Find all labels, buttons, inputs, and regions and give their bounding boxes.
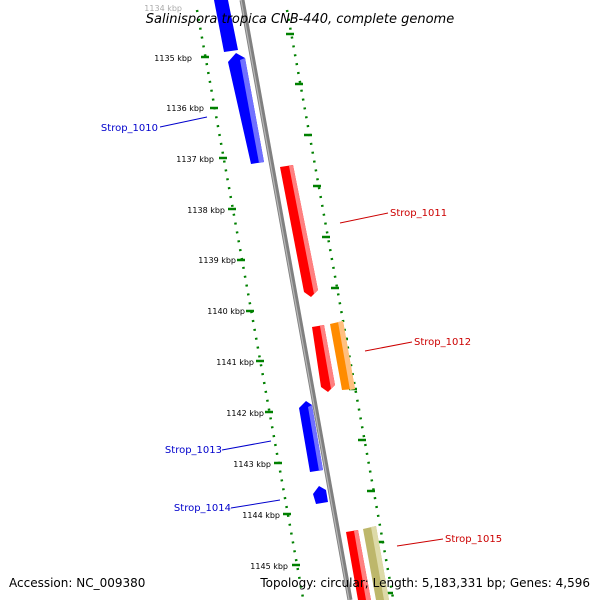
gene-label-strop-1010[interactable]: Strop_1010 <box>101 123 158 134</box>
accession-text: Accession: NC_009380 <box>9 576 145 590</box>
gene-label-strop-1014[interactable]: Strop_1014 <box>174 503 231 514</box>
gene-label-strop-1011[interactable]: Strop_1011 <box>390 208 447 219</box>
leader-strop-1012 <box>364 341 413 352</box>
kbp-label-1134: 1134 kbp <box>144 4 182 13</box>
gene-label-strop-1015[interactable]: Strop_1015 <box>445 534 502 545</box>
right-tick-track <box>285 9 395 599</box>
leader-strop-1011 <box>339 212 389 224</box>
kbp-label-1138: 1138 kbp <box>187 206 225 215</box>
kbp-label-1141: 1141 kbp <box>216 358 254 367</box>
leader-strop-1010 <box>159 116 208 128</box>
genome-summary-text: Topology: circular; Length: 5,183,331 bp… <box>259 576 590 590</box>
kbp-label-1143: 1143 kbp <box>233 460 271 469</box>
gene-label-strop-1012[interactable]: Strop_1012 <box>414 337 471 348</box>
left-major-ticks <box>201 55 300 567</box>
kbp-label-1136: 1136 kbp <box>166 104 204 113</box>
kbp-label-1145: 1145 kbp <box>250 562 288 571</box>
kbp-label-1142: 1142 kbp <box>226 409 264 418</box>
kbp-label-1140: 1140 kbp <box>207 307 245 316</box>
gene-label-strop-1013[interactable]: Strop_1013 <box>165 445 222 456</box>
right-major-ticks <box>286 32 393 595</box>
leader-strop-1015 <box>396 538 444 547</box>
gene-strop-1009[interactable] <box>214 0 238 52</box>
kbp-label-1135: 1135 kbp <box>154 54 192 63</box>
gene-strop-1014[interactable] <box>313 486 328 504</box>
map-title: Salinispora tropica CNB-440, complete ge… <box>146 12 454 27</box>
kbp-label-1137: 1137 kbp <box>176 155 214 164</box>
genome-backbone <box>239 0 353 600</box>
leader-strop-1014 <box>230 499 281 509</box>
kbp-label-1144: 1144 kbp <box>242 511 280 520</box>
kbp-label-1139: 1139 kbp <box>198 256 236 265</box>
leader-strop-1013 <box>221 440 272 451</box>
